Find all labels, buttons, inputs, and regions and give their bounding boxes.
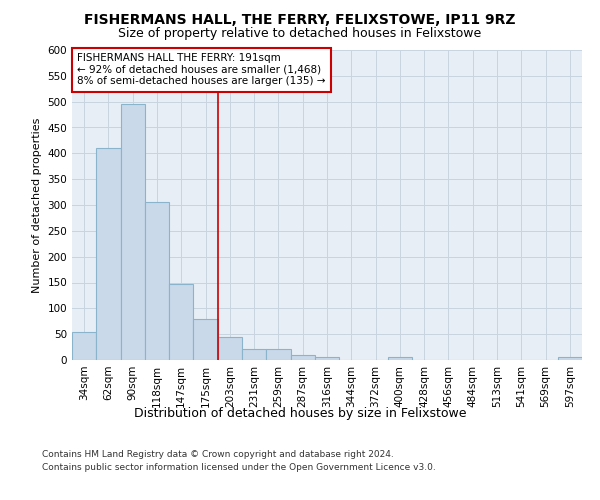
Text: Size of property relative to detached houses in Felixstowe: Size of property relative to detached ho… (118, 28, 482, 40)
Bar (242, 348, 266, 360)
Bar (388, 358, 412, 360)
Bar (145, 202, 169, 360)
Text: Distribution of detached houses by size in Felixstowe: Distribution of detached houses by size … (134, 408, 466, 420)
Bar (121, 104, 145, 360)
Text: FISHERMANS HALL THE FERRY: 191sqm
← 92% of detached houses are smaller (1,468)
8: FISHERMANS HALL THE FERRY: 191sqm ← 92% … (77, 53, 326, 86)
Bar (169, 284, 193, 360)
Bar (558, 358, 582, 360)
Text: FISHERMANS HALL, THE FERRY, FELIXSTOWE, IP11 9RZ: FISHERMANS HALL, THE FERRY, FELIXSTOWE, … (84, 12, 516, 26)
Bar (193, 318, 218, 360)
Text: Contains HM Land Registry data © Crown copyright and database right 2024.
Contai: Contains HM Land Registry data © Crown c… (42, 450, 436, 471)
Bar (315, 358, 339, 360)
Bar (96, 148, 121, 360)
Y-axis label: Number of detached properties: Number of detached properties (32, 118, 42, 292)
Bar (266, 348, 290, 360)
Bar (218, 337, 242, 360)
Bar (72, 332, 96, 360)
Bar (290, 355, 315, 360)
